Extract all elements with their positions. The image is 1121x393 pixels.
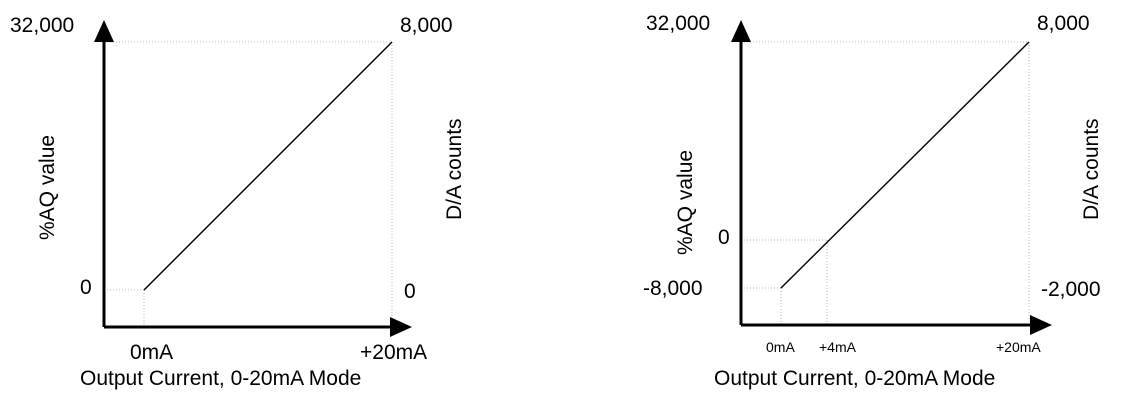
- right-x-arrow-icon: [1030, 315, 1052, 335]
- right-y-max-label: 32,000: [646, 12, 710, 35]
- left-count-min-label: 0: [404, 280, 416, 303]
- right-y-arrow-icon: [731, 20, 751, 42]
- left-transfer-line: [143, 41, 393, 291]
- right-count-max-label: 8,000: [1037, 12, 1090, 35]
- left-x-arrow-icon: [390, 317, 412, 337]
- right-transfer-line: [780, 41, 1030, 289]
- left-x-start-label: 0mA: [130, 341, 173, 364]
- right-diagram: 32,000 0 -8,000 8,000 -2,000 %AQ value D…: [643, 12, 1103, 390]
- right-x-start-label: 0mA: [766, 339, 795, 355]
- right-count-min-label: -2,000: [1041, 278, 1101, 301]
- right-y-axis-title: %AQ value: [674, 150, 697, 255]
- left-count-axis-title: D/A counts: [443, 118, 466, 220]
- right-x-mid-label: +4mA: [819, 339, 857, 355]
- right-x-axis-title: Output Current, 0-20mA Mode: [714, 367, 995, 390]
- right-count-axis-title: D/A counts: [1080, 118, 1103, 220]
- left-x-axis-title: Output Current, 0-20mA Mode: [80, 367, 361, 390]
- left-x-end-label: +20mA: [360, 341, 427, 364]
- left-y-min-label: 0: [80, 276, 92, 299]
- left-count-max-label: 8,000: [400, 14, 453, 37]
- right-y-zero-label: 0: [718, 226, 730, 249]
- left-y-arrow-icon: [94, 20, 114, 42]
- left-diagram: 32,000 0 8,000 0 %AQ value D/A counts 0m…: [10, 14, 466, 390]
- left-y-max-label: 32,000: [10, 14, 74, 37]
- right-y-min-label: -8,000: [643, 277, 703, 300]
- right-x-end-label: +20mA: [996, 339, 1041, 355]
- left-y-axis-title: %AQ value: [36, 135, 59, 240]
